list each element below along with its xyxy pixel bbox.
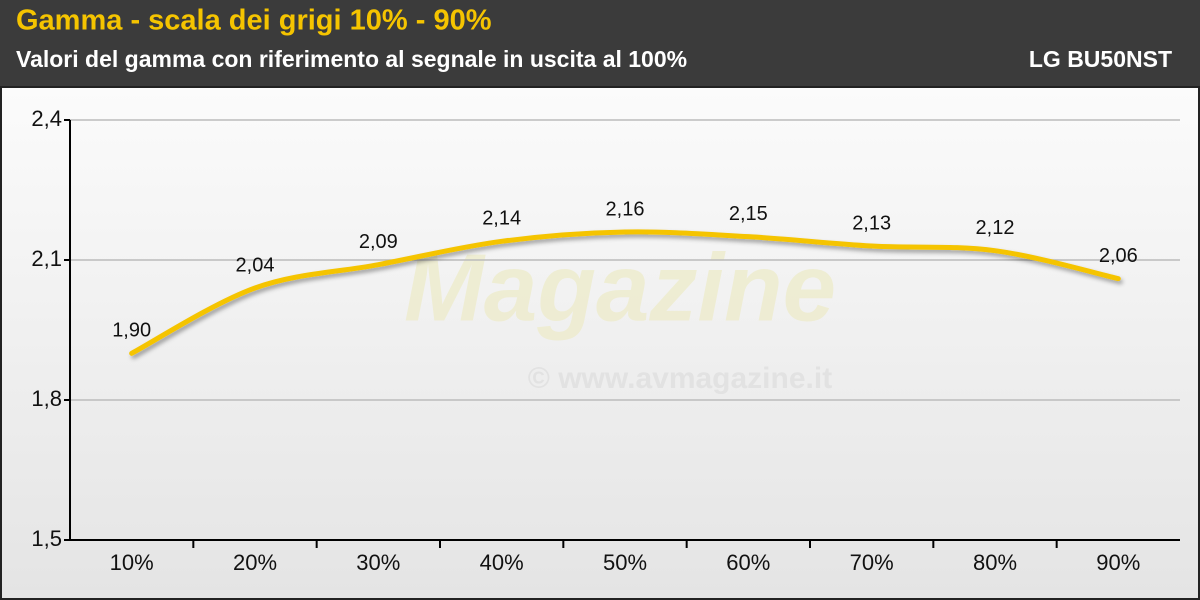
data-label: 2,04 [236,254,275,276]
data-label: 2,06 [1099,245,1138,267]
chart-subtitle: Valori del gamma con riferimento al segn… [16,46,687,72]
x-tick-label: 60% [726,550,770,575]
x-tick-label: 10% [110,550,154,575]
x-tick-label: 40% [480,550,524,575]
y-tick-label: 1,8 [31,386,62,411]
data-label: 1,90 [112,320,151,342]
chart-title: Gamma - scala dei grigi 10% - 90% [16,5,492,37]
x-tick-label: 70% [850,550,894,575]
x-tick-label: 90% [1096,550,1140,575]
watermark-logo: Magazine [404,234,836,341]
x-tick-label: 50% [603,550,647,575]
data-label: 2,13 [852,212,891,234]
data-label: 2,14 [482,208,521,230]
y-tick-label: 2,1 [31,246,62,271]
model-label: LG BU50NST [1029,46,1172,72]
x-tick-label: 30% [356,550,400,575]
data-label: 2,15 [729,203,768,225]
line-series [129,229,1121,356]
data-label: 2,12 [976,217,1015,239]
header [0,0,1200,86]
x-tick-label: 20% [233,550,277,575]
y-tick-label: 2,4 [31,106,62,131]
frame [0,86,1200,600]
x-tick-label: 80% [973,550,1017,575]
watermark-url: © www.avmagazine.it [528,362,832,395]
data-label: 2,16 [606,198,645,220]
data-label: 2,09 [359,231,398,253]
y-tick-label: 1,5 [31,526,62,551]
